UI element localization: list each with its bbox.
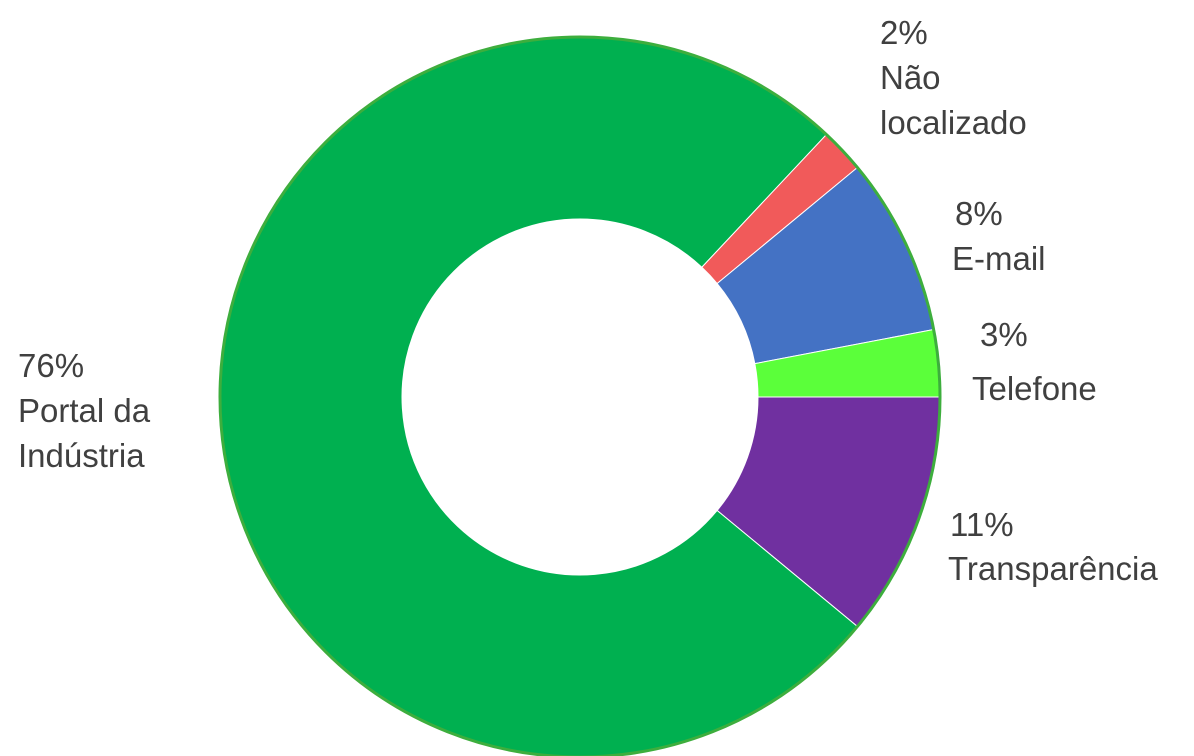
donut-outline xyxy=(218,35,942,756)
label-nao-localizado-name: Não xyxy=(880,59,941,96)
label-portal-name-2: Indústria xyxy=(18,437,145,474)
donut-slices xyxy=(218,35,942,756)
label-telefone-name: Telefone xyxy=(972,370,1097,407)
label-portal-name: Portal da xyxy=(18,392,151,429)
label-transparencia-pct: 11% xyxy=(950,506,1014,543)
label-nao-localizado-name-2: localizado xyxy=(880,104,1027,141)
label-email-pct: 8% xyxy=(955,195,1003,232)
label-telefone-pct: 3% xyxy=(980,316,1028,353)
label-email-name: E-mail xyxy=(952,240,1046,277)
data-labels: 11% Transparência 76% Portal da Indústri… xyxy=(18,14,1158,587)
label-portal-pct: 76% xyxy=(18,347,84,384)
label-transparencia-name: Transparência xyxy=(948,550,1158,587)
label-nao-localizado-pct: 2% xyxy=(880,14,928,51)
